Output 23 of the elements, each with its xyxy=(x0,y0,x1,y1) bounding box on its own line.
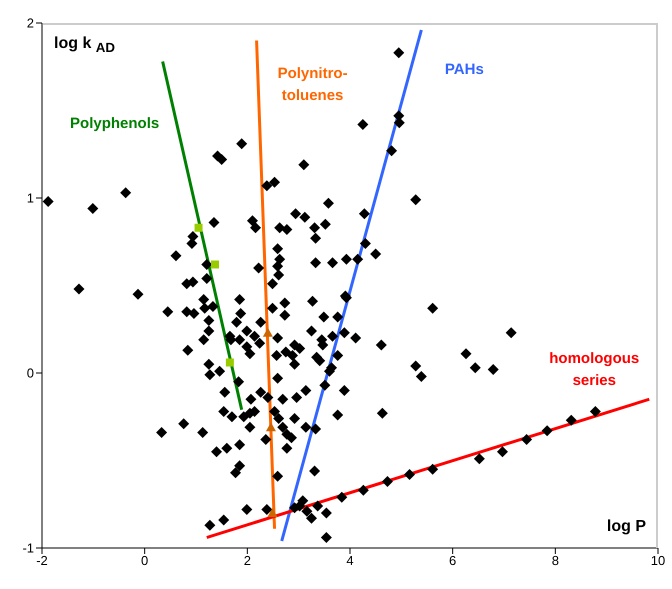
x-tick-label: 2 xyxy=(244,553,251,568)
point xyxy=(262,328,273,337)
point xyxy=(194,224,203,232)
x-axis-title: log P xyxy=(606,518,646,536)
x-tick-label: 6 xyxy=(449,553,456,568)
x-tick-label: 8 xyxy=(552,553,559,568)
y-tick-label: 0 xyxy=(26,366,34,381)
series-label: Polynitro- toluenes xyxy=(278,64,348,106)
point xyxy=(267,508,278,517)
x-tick-label: 4 xyxy=(346,553,354,568)
text: PAHs xyxy=(444,60,484,80)
y-tick-label: -1 xyxy=(22,540,34,556)
y-axis-title: log k $_{AD}$ xyxy=(54,35,116,56)
point xyxy=(226,358,234,366)
y-tick-label: 1 xyxy=(26,190,34,206)
series-label: Polyphenols xyxy=(70,114,160,134)
x-tick-label: -2 xyxy=(36,553,48,568)
point xyxy=(266,422,276,432)
x-tick-label: 0 xyxy=(141,553,148,568)
x-tick-label: 10 xyxy=(650,553,666,568)
series-label: homologous series xyxy=(549,349,640,392)
point xyxy=(210,260,219,268)
y-tick-label: 2 xyxy=(26,16,34,31)
